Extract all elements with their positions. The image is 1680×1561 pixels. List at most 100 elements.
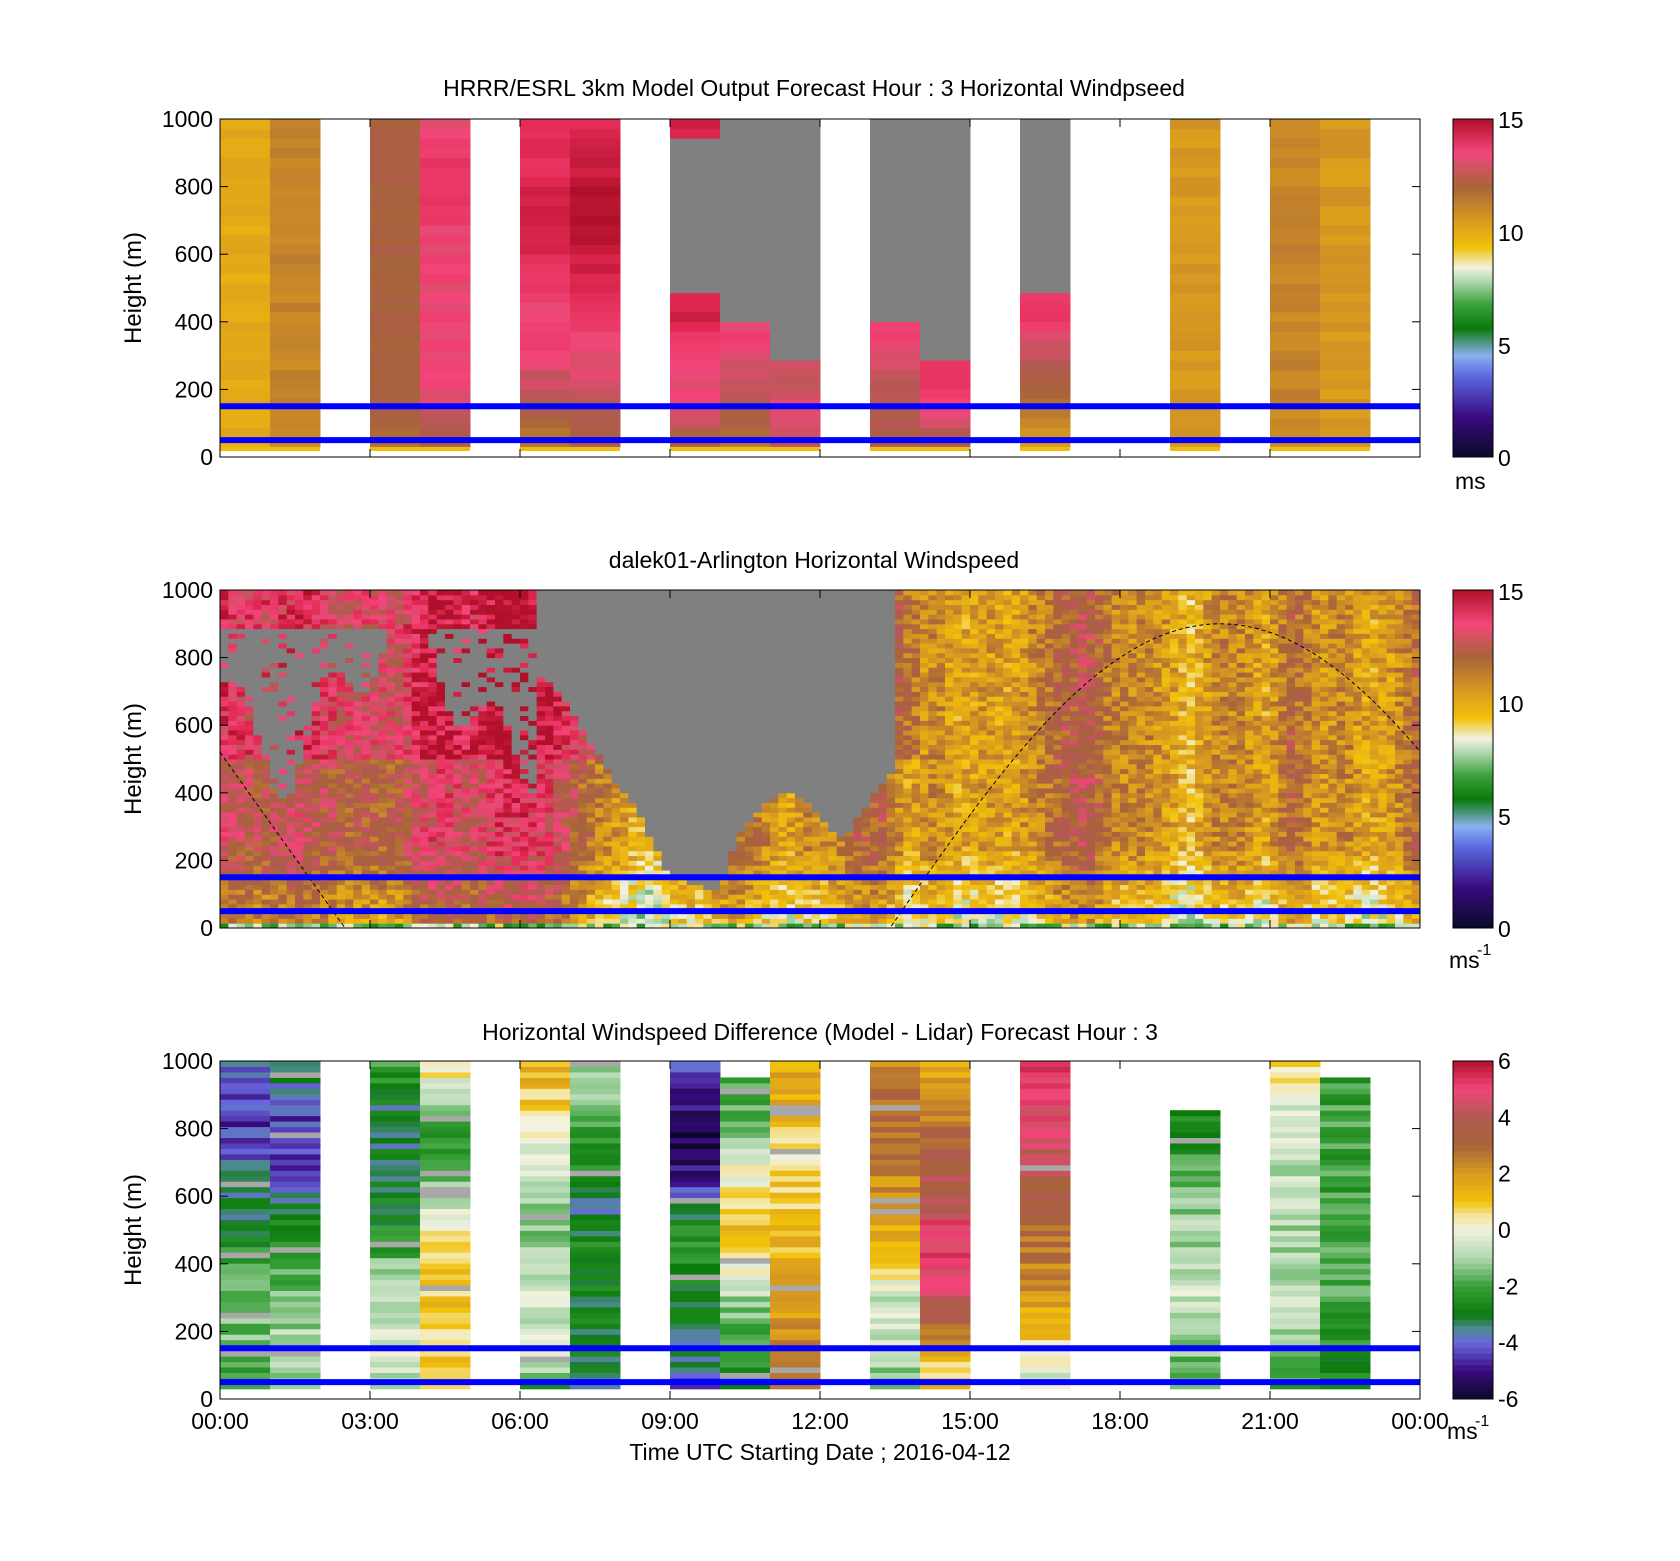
heatmap-cell [270, 831, 279, 837]
heatmap-cell [595, 812, 604, 818]
heatmap-cell [720, 157, 771, 168]
heatmap-cell [453, 903, 463, 910]
heatmap-cell [536, 715, 546, 721]
heatmap-cell [711, 845, 721, 852]
heatmap-cell [261, 787, 271, 794]
heatmap-cell [603, 720, 613, 726]
heatmap-cell [370, 889, 379, 895]
heatmap-cell [445, 710, 454, 717]
heatmap-cell [528, 768, 538, 774]
heatmap-cell [586, 725, 596, 731]
heatmap-cell [278, 744, 288, 750]
heatmap-cell [470, 778, 479, 784]
heatmap-cell [278, 633, 288, 639]
heatmap-cell [728, 599, 738, 605]
heatmap-cell [336, 618, 346, 625]
heatmap-cell [295, 590, 304, 596]
heatmap-cell [536, 672, 546, 678]
heatmap-cell [1320, 311, 1371, 323]
heatmap-cell [695, 913, 704, 919]
heatmap-cell [228, 865, 238, 871]
heatmap-cell [436, 749, 446, 755]
heatmap-cell [270, 273, 321, 284]
heatmap-cell [253, 691, 263, 697]
heatmap-cell [711, 812, 721, 818]
heatmap-cell [303, 633, 313, 639]
heatmap-cell [220, 691, 229, 697]
heatmap-cell [420, 590, 429, 596]
heatmap-cell [295, 923, 304, 929]
heatmap-cell [420, 816, 429, 823]
heatmap-cell [270, 225, 321, 236]
heatmap-cell [411, 618, 421, 625]
heatmap-cell [286, 884, 296, 890]
heatmap-cell [595, 720, 604, 726]
heatmap-cell [503, 686, 513, 692]
heatmap-cell [495, 783, 504, 789]
heatmap-cell [228, 734, 238, 741]
heatmap-cell [720, 773, 729, 779]
heatmap-cell [611, 652, 621, 659]
heatmap-cell [253, 696, 263, 702]
heatmap-cell [670, 643, 679, 649]
heatmap-cell [1020, 340, 1071, 351]
heatmap-cell [536, 884, 546, 890]
heatmap-cell [720, 701, 729, 707]
heatmap-cell [420, 263, 471, 274]
heatmap-cell [470, 681, 479, 688]
heatmap-cell [311, 759, 321, 765]
heatmap-cell [328, 773, 338, 779]
heatmap-cell [311, 604, 321, 610]
heatmap-cell [503, 870, 513, 876]
heatmap-cell [511, 715, 521, 721]
heatmap-cell [486, 676, 496, 683]
heatmap-cell [636, 701, 646, 707]
heatmap-cell [595, 913, 604, 919]
heatmap-cell [545, 643, 554, 649]
heatmap-cell [278, 725, 288, 731]
heatmap-cell [411, 599, 421, 605]
heatmap-cell [486, 894, 496, 900]
heatmap-cell [495, 831, 504, 837]
heatmap-cell [461, 879, 471, 886]
heatmap-cell [536, 628, 546, 634]
heatmap-cell [703, 783, 713, 789]
heatmap-cell [236, 739, 246, 746]
heatmap-cell [236, 594, 246, 601]
heatmap-cell [528, 604, 538, 610]
heatmap-cell [603, 841, 613, 847]
heatmap-cell [403, 744, 413, 750]
heatmap-cell [286, 763, 296, 770]
heatmap-cell [470, 604, 479, 610]
heatmap-cell [411, 841, 421, 847]
heatmap-cell [603, 657, 613, 663]
heatmap-cell [486, 701, 496, 707]
heatmap-cell [453, 807, 463, 813]
heatmap-cell [253, 778, 263, 784]
heatmap-cell [320, 865, 329, 871]
heatmap-cell [428, 845, 438, 852]
heatmap-cell [736, 889, 746, 895]
heatmap-cell [228, 855, 238, 861]
heatmap-cell [720, 263, 771, 274]
heatmap-cell [420, 894, 429, 900]
heatmap-cell [461, 734, 471, 741]
heatmap-cell [403, 594, 413, 601]
heatmap-cell [1320, 215, 1371, 226]
heatmap-cell [461, 652, 471, 659]
heatmap-cell [336, 710, 346, 717]
heatmap-cell [1020, 176, 1071, 188]
heatmap-cell [411, 778, 421, 784]
heatmap-cell [411, 623, 421, 630]
heatmap-cell [870, 273, 921, 284]
heatmap-cell [261, 802, 271, 808]
heatmap-cell [436, 590, 446, 596]
heatmap-cell [353, 705, 363, 712]
heatmap-cell [228, 850, 238, 857]
heatmap-cell [495, 879, 504, 886]
heatmap-cell [420, 715, 429, 721]
heatmap-cell [445, 667, 454, 673]
heatmap-cell [436, 773, 446, 779]
heatmap-cell [395, 855, 404, 861]
heatmap-cell [520, 918, 529, 924]
